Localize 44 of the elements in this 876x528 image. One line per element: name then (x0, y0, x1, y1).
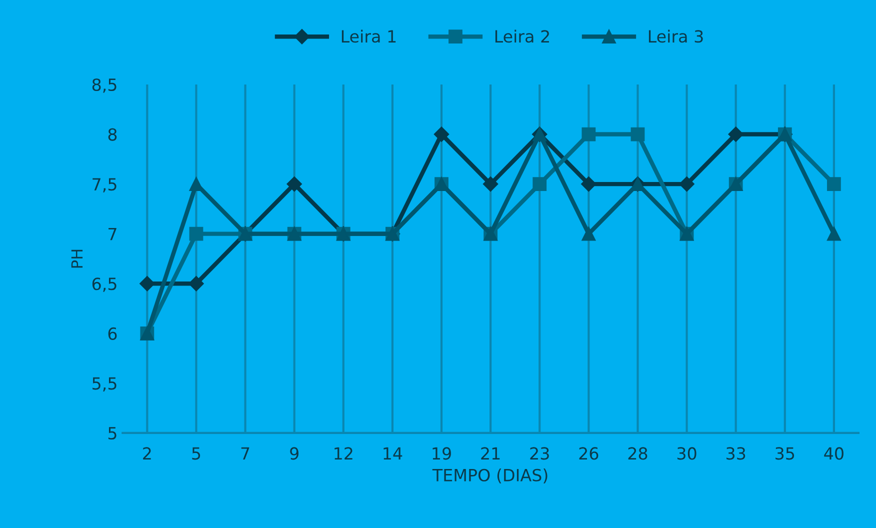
y-tick-label: 5 (108, 427, 116, 440)
point (827, 177, 841, 191)
x-tick-label: 35 (776, 447, 794, 460)
y-tick-label: 7,5 (92, 178, 116, 192)
y-tick-label: 6,5 (92, 278, 116, 292)
point (582, 127, 596, 142)
point (482, 176, 498, 192)
point (827, 226, 841, 241)
y-tick-label: 5,5 (92, 377, 116, 392)
point (189, 226, 204, 241)
point (188, 276, 204, 292)
x-tick-label: 14 (384, 447, 402, 460)
x-tick-label: 19 (432, 447, 451, 460)
x-axis-title: TEMPO (DIAS) (432, 468, 548, 484)
legend-label: Leira 1 (342, 30, 396, 43)
y-tick-label: 8,5 (92, 78, 116, 93)
point (581, 176, 596, 192)
x-tick-label: 7 (241, 447, 250, 460)
point (679, 176, 694, 192)
x-tick-label: 28 (628, 447, 648, 460)
x-tick-label: 12 (334, 447, 352, 460)
point (630, 127, 645, 142)
y-tick-label: 8 (108, 128, 117, 141)
x-tick-label: 33 (726, 447, 746, 460)
x-tick-label: 21 (481, 447, 500, 460)
y-tick-label: 6 (108, 327, 117, 340)
x-tick-label: 5 (192, 447, 200, 460)
x-tick-label: 9 (290, 447, 298, 460)
point (286, 176, 302, 192)
x-tick-label: 26 (579, 447, 598, 460)
legend-label: Leira 3 (648, 30, 703, 43)
point (434, 126, 450, 142)
point (189, 177, 204, 191)
y-tick-label: 7 (108, 228, 116, 240)
point (728, 126, 744, 142)
point (582, 226, 596, 241)
x-tick-label: 23 (530, 447, 549, 460)
legend-label: Leira 2 (495, 30, 549, 43)
x-tick-label: 40 (824, 447, 844, 460)
point (532, 177, 547, 191)
x-tick-label: 30 (677, 447, 696, 460)
x-tick-label: 2 (143, 447, 151, 460)
y-axis-title: PH (71, 250, 83, 268)
point (140, 276, 155, 292)
